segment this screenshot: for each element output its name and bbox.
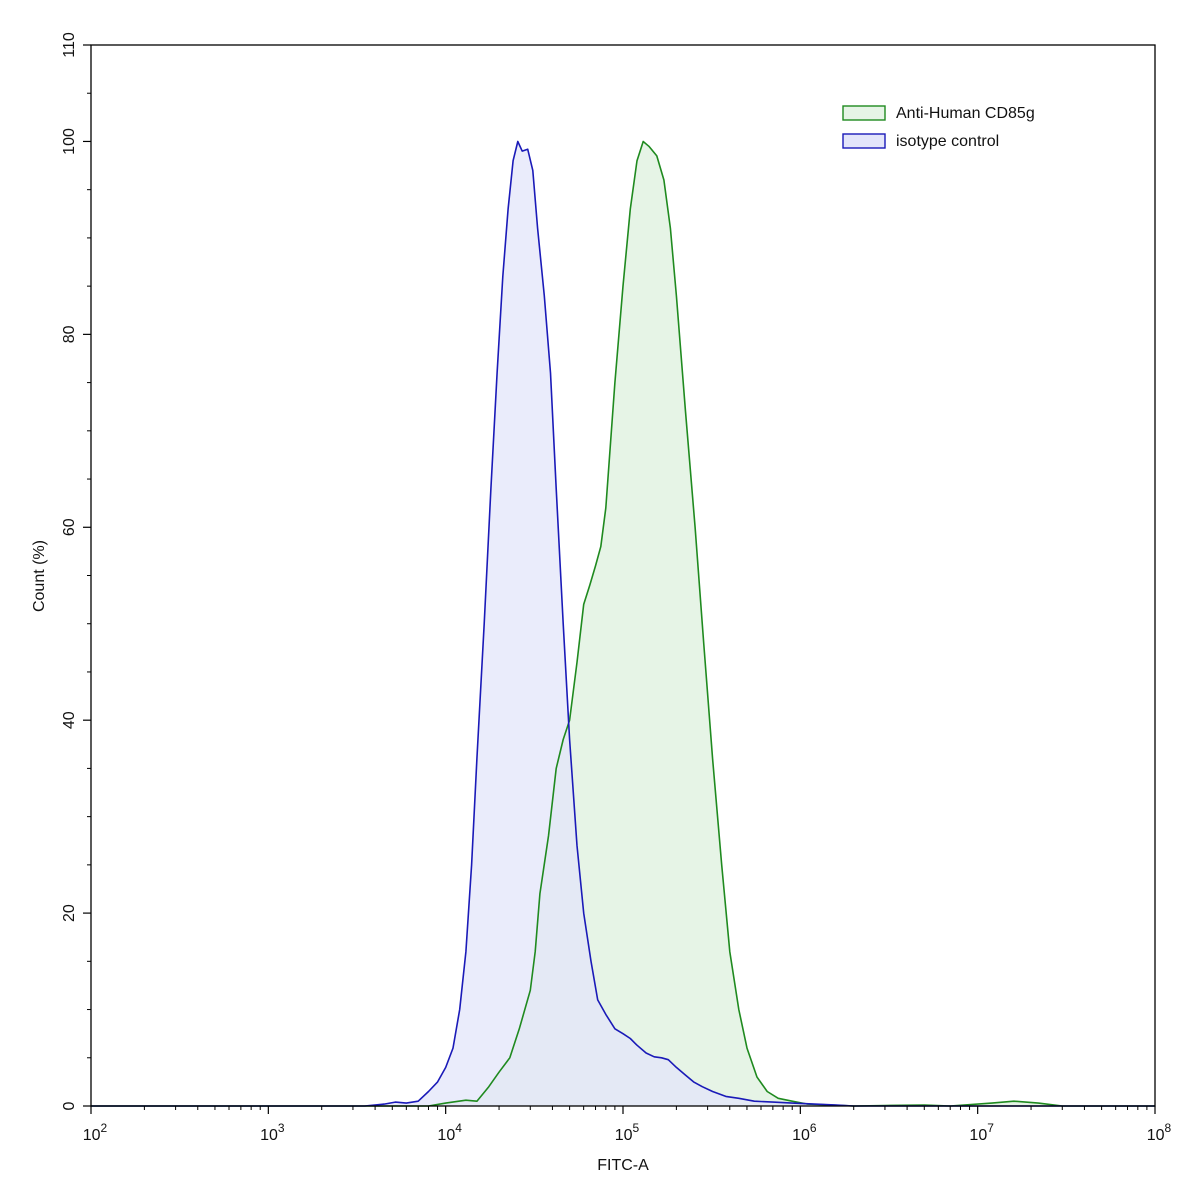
series-line-2 [91, 140, 1155, 1107]
series-layer [91, 140, 1155, 1107]
x-tick-label: 108 [1147, 1121, 1172, 1144]
y-tick-label: 20 [61, 904, 78, 922]
legend-swatch-1 [842, 105, 886, 121]
y-tick-label: 110 [61, 32, 78, 58]
legend: Anti-Human CD85g isotype control [842, 105, 1035, 150]
x-tick-label: 102 [83, 1121, 108, 1144]
y-tick-label: 0 [61, 1101, 78, 1110]
legend-label-1: Anti-Human CD85g [896, 105, 1035, 122]
y-tick-label: 40 [61, 711, 78, 729]
x-tick-label: 103 [260, 1121, 285, 1144]
x-tick-label: 104 [437, 1121, 462, 1144]
x-axis: 102 103 104 105 106 107 108 [83, 1106, 1172, 1144]
y-tick-label: 100 [61, 128, 78, 155]
y-tick-label: 60 [61, 518, 78, 536]
y-axis-title: Count (%) [31, 540, 48, 612]
legend-swatch-2 [842, 133, 886, 149]
x-tick-label: 107 [969, 1121, 994, 1144]
x-tick-label: 105 [615, 1121, 640, 1144]
x-tick-label: 106 [792, 1121, 817, 1144]
y-axis: 0 20 40 60 80 100 110 [61, 32, 91, 1110]
series-fill-1 [91, 141, 1155, 1106]
y-tick-label: 80 [61, 325, 78, 343]
legend-label-2: isotype control [896, 133, 999, 150]
x-axis-title: FITC-A [597, 1157, 649, 1174]
